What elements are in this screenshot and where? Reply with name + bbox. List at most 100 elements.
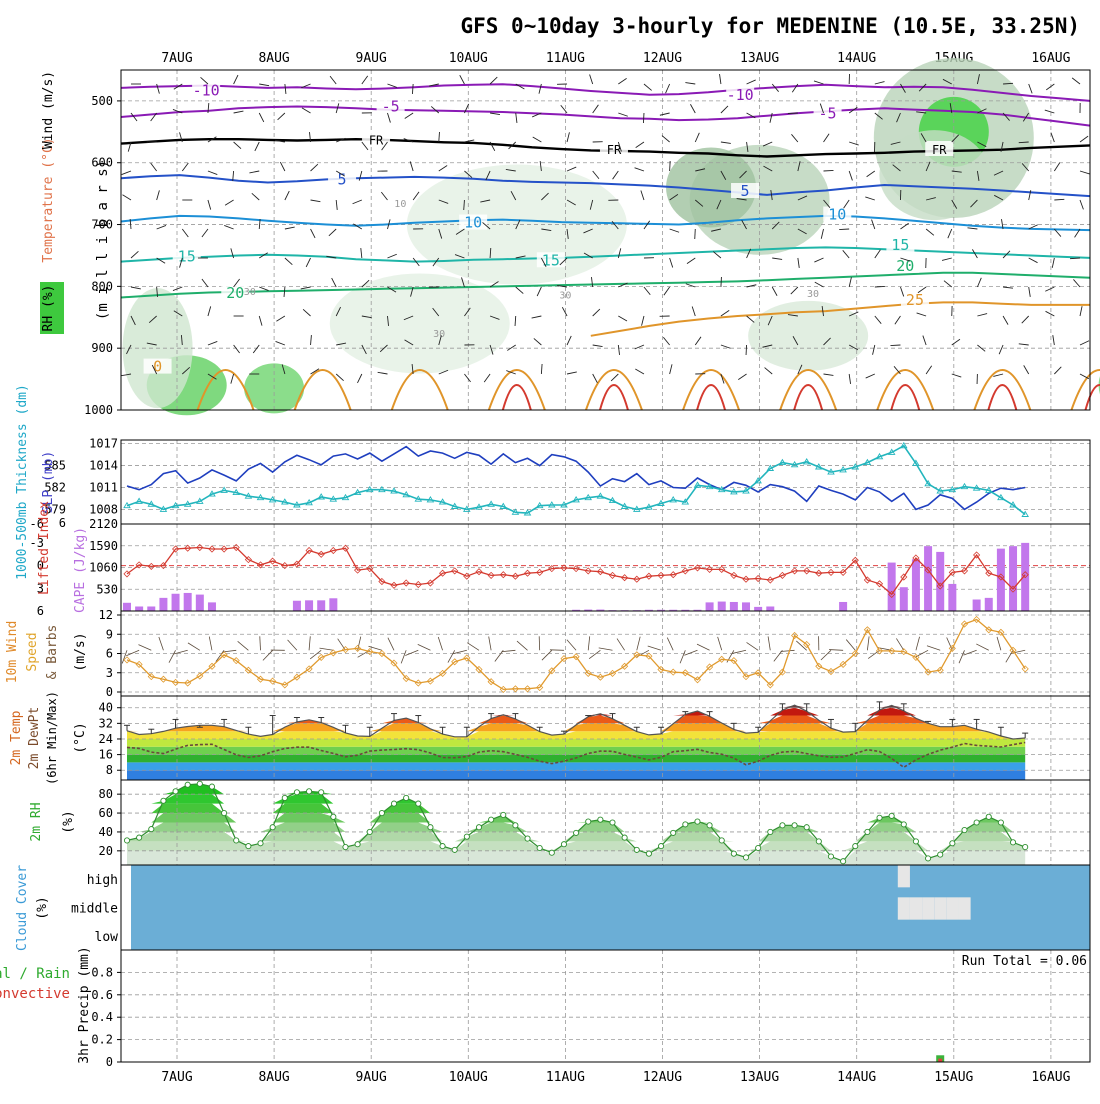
wind-barb-10m — [438, 637, 442, 650]
wind-barb-10m — [567, 640, 576, 651]
wind-barb-10m — [448, 650, 455, 662]
cloud-level-label: middle — [71, 902, 118, 917]
cape-bar — [888, 563, 896, 611]
top-day-label: 7AUG — [161, 51, 192, 66]
wind-barb-10m — [126, 650, 139, 655]
rh-point — [986, 814, 991, 819]
temp-tick-label: 16 — [99, 748, 113, 762]
rh-point — [1023, 844, 1028, 849]
isotherm-label: FR — [369, 134, 384, 148]
isotherm-label: FR — [932, 143, 947, 157]
temp-axis-label: 2m Temp — [9, 710, 24, 765]
rh-point — [331, 814, 336, 819]
bottom-day-label: 8AUG — [258, 1070, 289, 1085]
cape-bar — [706, 602, 714, 611]
rh-point — [270, 825, 275, 830]
temp-band — [127, 708, 1025, 716]
wind-tick-label: 9 — [106, 627, 113, 641]
precip-tick-label: 0.8 — [91, 965, 113, 979]
cape-bar — [1021, 543, 1029, 611]
isotherm-label: 0 — [153, 358, 162, 376]
wind-tick-label: 6 — [106, 647, 113, 661]
rh-point — [246, 844, 251, 849]
wind-barb-10m — [768, 636, 770, 650]
wind-barb-10m — [401, 650, 406, 663]
cloud-cell — [934, 897, 946, 919]
chart-title: GFS 0~10day 3-hourly for MEDENINE (10.5E… — [460, 14, 1080, 38]
rh-point — [525, 836, 530, 841]
rh-point — [877, 815, 882, 820]
rh-point — [391, 801, 396, 806]
rh-legend-label: RH (%) — [41, 285, 56, 332]
wind-barb-10m — [697, 644, 710, 650]
wind-barb — [670, 161, 671, 171]
rh-point — [149, 827, 154, 832]
rh-point — [549, 850, 554, 855]
rh-point — [768, 829, 773, 834]
cloud-cell — [922, 897, 934, 919]
rh-point — [137, 835, 142, 840]
rh-point — [695, 819, 700, 824]
wind-speed-axis-label: Speed — [25, 632, 40, 671]
rh-point — [319, 790, 324, 795]
wind-barb-10m — [542, 650, 552, 660]
wind-barb-10m — [684, 650, 697, 655]
wind-barb-10m — [467, 643, 479, 651]
rh-point — [197, 781, 202, 786]
rh-point — [804, 825, 809, 830]
rh-point — [828, 854, 833, 859]
cape-bar — [135, 606, 143, 611]
cape-bar — [912, 559, 920, 611]
isotherm-label: 25 — [906, 291, 924, 309]
rh-point — [282, 795, 287, 800]
rh-point — [841, 859, 846, 864]
wind-barb — [824, 170, 834, 171]
cape-bar — [900, 587, 908, 611]
wind-barb-10m — [238, 641, 249, 650]
wind-barb-10m — [599, 648, 613, 650]
precip-tick-label: 0.4 — [91, 1010, 113, 1024]
cape-bar — [730, 602, 738, 611]
rh-point — [440, 844, 445, 849]
rh-contour-label: 30 — [807, 289, 819, 300]
cape-bar — [329, 598, 337, 611]
rh-point — [573, 830, 578, 835]
top-day-label: 13AUG — [740, 51, 779, 66]
rh-point — [209, 784, 214, 789]
wind-barb-10m — [489, 637, 491, 651]
rh-point — [719, 838, 724, 843]
rh-point — [950, 841, 955, 846]
wind-barb-10m — [976, 644, 988, 650]
wind-barb — [875, 286, 885, 287]
rh-point — [222, 810, 227, 815]
bottom-day-label: 9AUG — [356, 1070, 387, 1085]
wind-barb-10m — [774, 650, 783, 661]
rh-point — [731, 851, 736, 856]
wind-unit-label: (m/s) — [73, 632, 88, 671]
wind-barb-10m — [821, 650, 831, 660]
rh-point — [598, 817, 603, 822]
rh-band — [127, 784, 1025, 794]
cape-bar — [924, 546, 932, 611]
wind-tick-label: 3 — [106, 666, 113, 680]
bottom-day-label: 14AUG — [837, 1070, 876, 1085]
rh-point — [622, 835, 627, 840]
wind-barb-10m — [209, 637, 212, 651]
rh-tick-label: 40 — [99, 825, 113, 839]
cape-tick-label: 1060 — [89, 561, 118, 575]
rh-point — [913, 839, 918, 844]
lifted-index-axis-label: Lifted Index — [37, 501, 52, 595]
rh-point — [173, 789, 178, 794]
pressure-tick-label: 500 — [91, 94, 113, 108]
bottom-day-label: 7AUG — [161, 1070, 192, 1085]
rh-contour-label: 10 — [394, 199, 406, 210]
wind-barb-10m — [320, 648, 334, 650]
top-day-label: 10AUG — [449, 51, 488, 66]
dewpoint-axis-label: 2m DewPt — [27, 707, 42, 770]
wind-barb-10m — [732, 650, 746, 653]
rh-tick-label: 20 — [99, 844, 113, 858]
rh-point — [428, 825, 433, 830]
wind-barb-10m — [310, 650, 321, 659]
wind-barb-10m — [997, 637, 1001, 650]
